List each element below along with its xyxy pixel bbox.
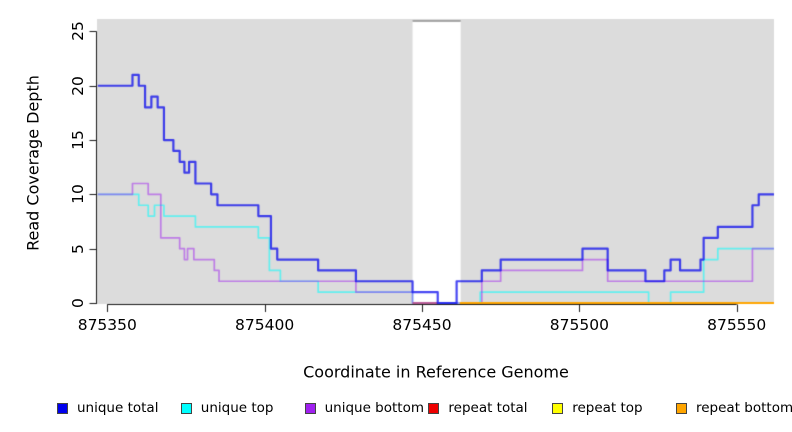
legend-label: repeat total [448,400,528,416]
legend-swatch-icon [552,402,564,414]
legend-label: repeat bottom [696,400,792,416]
y-tick-label: 10 [69,184,87,205]
legend: unique total unique top unique bottom repea… [0,398,792,420]
x-axis-title: Coordinate in Reference Genome [303,362,569,382]
legend-item-repeat-top: repeat top [552,398,643,418]
legend-swatch-icon [428,402,440,414]
legend-swatch-icon [304,402,316,414]
legend-swatch-icon [676,402,687,414]
y-tick-label: 25 [69,21,87,42]
legend-item-unique-total: unique total [57,398,158,418]
y-tick-label: 20 [69,75,87,96]
legend-item-unique-bottom: unique bottom [304,398,425,418]
y-tick-label: 0 [69,298,87,308]
legend-swatch-icon [57,402,68,414]
legend-label: repeat top [572,400,643,416]
x-tick-label: 875350 [77,316,137,334]
legend-swatch-icon [180,402,192,414]
x-tick-label: 875500 [549,316,609,334]
y-axis-title: Read Coverage Depth [23,75,43,251]
x-tick-label: 875550 [707,316,767,334]
legend-label: unique bottom [324,400,425,416]
legend-label: unique top [200,400,274,416]
legend-item-unique-top: unique top [180,398,274,418]
y-tick-label: 5 [69,243,87,254]
x-tick-label: 875400 [235,316,295,334]
legend-label: unique total [77,400,159,416]
y-tick-label: 15 [69,130,87,150]
x-tick-label: 875450 [392,316,452,334]
legend-item-repeat-bottom: repeat bottom [676,398,792,418]
legend-item-repeat-total: repeat total [428,398,528,418]
